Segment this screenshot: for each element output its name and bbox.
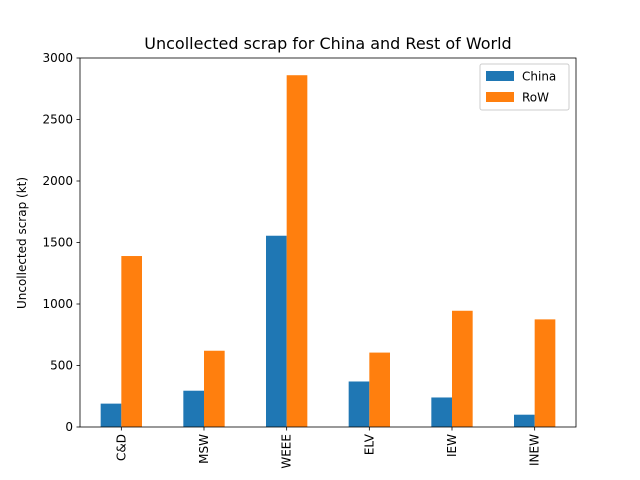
- y-tick-label-5: 2500: [42, 113, 73, 127]
- bar-china-5: [514, 414, 535, 427]
- x-tick-label-1: MSW: [197, 434, 211, 464]
- legend-label-china: China: [522, 70, 556, 84]
- legend-swatch-china: [486, 71, 514, 81]
- bars-group: [100, 75, 556, 427]
- y-tick-label-4: 2000: [42, 174, 73, 188]
- x-tick-label-5: INEW: [528, 434, 542, 466]
- y-tick-label-6: 3000: [42, 51, 73, 65]
- bar-row-3: [369, 352, 390, 427]
- bar-china-1: [183, 390, 204, 427]
- bar-row-4: [452, 310, 473, 427]
- bar-row-1: [204, 350, 225, 427]
- axes-group: 0 500 1000 1500 2000 2500 3000 C&D MSW WEEE ELV IEW…: [42, 51, 577, 469]
- bar-row-0: [121, 256, 142, 427]
- bar-row-2: [286, 75, 308, 427]
- y-tick-label-0: 0: [65, 420, 73, 434]
- plot-frame: [79, 57, 577, 428]
- legend-swatch-row: [486, 92, 514, 102]
- y-tick-label-1: 500: [50, 359, 73, 373]
- bar-china-0: [100, 403, 122, 427]
- bar-china-3: [348, 381, 370, 427]
- bar-china-4: [431, 397, 452, 427]
- x-tick-label-2: WEEE: [280, 434, 294, 469]
- x-tick-label-4: IEW: [445, 434, 459, 457]
- x-tick-label-0: C&D: [114, 434, 128, 461]
- bar-row-5: [534, 319, 556, 427]
- chart-title: Uncollected scrap for China and Rest of …: [144, 34, 511, 53]
- x-tick-label-3: ELV: [362, 433, 376, 455]
- legend: China RoW: [479, 63, 570, 111]
- legend-label-row: RoW: [522, 91, 549, 105]
- y-axis-label: Uncollected scrap (kt): [15, 177, 29, 309]
- y-tick-label-3: 1500: [42, 236, 73, 250]
- y-tick-label-2: 1000: [42, 297, 73, 311]
- bar-china-2: [266, 235, 287, 427]
